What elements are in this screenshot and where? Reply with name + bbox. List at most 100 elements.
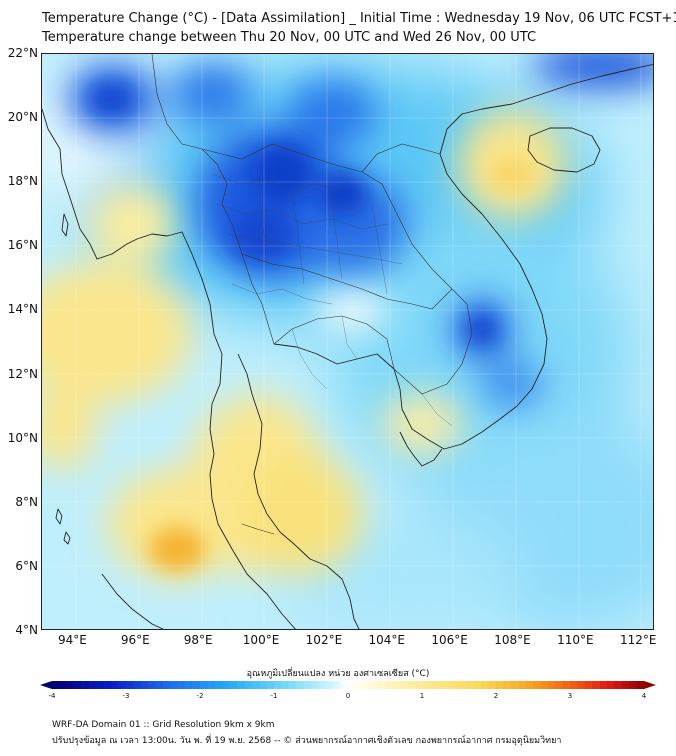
colorbar-cell xyxy=(629,681,637,689)
lat-label: 18°N xyxy=(7,174,38,189)
colorbar xyxy=(40,681,656,689)
colorbar-cell xyxy=(496,681,504,689)
colorbar-cell xyxy=(59,681,68,689)
colorbar-cell xyxy=(570,681,578,689)
colorbar-cell xyxy=(422,681,430,689)
temperature-change-map[interactable] xyxy=(41,53,654,630)
colorbar-tick-label: 4 xyxy=(641,692,647,700)
lat-label: 16°N xyxy=(7,238,38,253)
colorbar-cell xyxy=(200,681,208,689)
colorbar-cell xyxy=(503,681,512,689)
colorbar-cell xyxy=(473,681,482,689)
province-borders xyxy=(211,173,453,427)
lon-label: 100°E xyxy=(242,633,280,647)
colorbar-cell xyxy=(214,681,223,689)
colorbar-cell xyxy=(288,681,297,689)
colorbar-cell xyxy=(481,681,489,689)
colorbar-tick-label: -1 xyxy=(270,692,278,700)
colorbar-tick-label: 0 xyxy=(345,692,351,700)
colorbar-cell xyxy=(518,681,526,689)
lat-label: 14°N xyxy=(7,302,38,317)
lon-label: 96°E xyxy=(120,633,150,647)
colorbar-cell xyxy=(192,681,201,689)
lat-label: 8°N xyxy=(15,494,38,509)
colorbar-cell xyxy=(96,681,105,689)
colorbar-cell xyxy=(577,681,586,689)
colorbar-tick-label: 2 xyxy=(493,692,499,700)
lat-label: 20°N xyxy=(7,110,38,125)
lon-label: 110°E xyxy=(557,633,594,647)
lon-label: 106°E xyxy=(431,633,468,647)
footer-update-info: ปรับปรุงข้อมูล ณ เวลา 13:00น. วัน พ. ที่… xyxy=(52,736,562,746)
colorbar-cell xyxy=(103,681,112,689)
colorbar-cell xyxy=(333,681,341,689)
lat-label: 22°N xyxy=(7,46,38,60)
lon-label: 98°E xyxy=(183,633,213,647)
colorbar-cell xyxy=(599,681,608,689)
colorbar-cell xyxy=(111,681,119,689)
lat-label: 10°N xyxy=(7,430,38,445)
colorbar-max-arrow xyxy=(644,681,656,689)
colorbar-label: อุณหภูมิเปลี่ยนแปลง หน่วย องศาเซลเซียส (… xyxy=(246,669,430,679)
lon-label: 112°E xyxy=(620,633,657,647)
colorbar-tick-label: 1 xyxy=(419,692,425,700)
colorbar-cell xyxy=(555,681,563,689)
map-canvas xyxy=(42,54,653,629)
colorbar-cell xyxy=(377,681,386,689)
colorbar-cell xyxy=(177,681,186,689)
colorbar-cell xyxy=(303,681,312,689)
colorbar-cell xyxy=(370,681,378,689)
colorbar-cell xyxy=(89,681,97,689)
colorbar-cell xyxy=(533,681,541,689)
colorbar-cell xyxy=(155,681,164,689)
colorbar-cell xyxy=(148,681,156,689)
map-subtitle: Temperature change between Thu 20 Nov, 0… xyxy=(42,30,537,45)
colorbar-cell xyxy=(52,681,60,689)
lat-label: 6°N xyxy=(15,558,38,573)
colorbar-tick-label: -2 xyxy=(196,692,204,700)
colorbar-cell xyxy=(510,681,519,689)
colorbar-cell xyxy=(584,681,593,689)
colorbar-cell xyxy=(407,681,415,689)
colorbar-cell xyxy=(385,681,393,689)
field-cold-core xyxy=(92,84,497,344)
colorbar-cell xyxy=(185,681,193,689)
colorbar-cell xyxy=(607,681,615,689)
colorbar-cell xyxy=(636,681,645,689)
lon-label: 102°E xyxy=(305,633,343,647)
colorbar-cell xyxy=(281,681,290,689)
colorbar-cell xyxy=(592,681,600,689)
field-cold xyxy=(67,54,653,409)
colorbar-cell xyxy=(459,681,467,689)
colorbar-cell xyxy=(429,681,438,689)
colorbar-cell xyxy=(170,681,179,689)
lat-label: 12°N xyxy=(7,366,38,381)
colorbar-cell xyxy=(488,681,497,689)
colorbar-cell xyxy=(540,681,549,689)
colorbar-cell xyxy=(621,681,630,689)
colorbar-cell xyxy=(562,681,571,689)
coastlines xyxy=(42,63,653,629)
colorbar-cell xyxy=(318,681,327,689)
colorbar-cell xyxy=(355,681,364,689)
colorbar-cell xyxy=(392,681,401,689)
graticule xyxy=(42,54,653,629)
colorbar-cell xyxy=(547,681,556,689)
colorbar-cell xyxy=(614,681,623,689)
colorbar-cell xyxy=(81,681,90,689)
map-title: Temperature Change (°C) - [Data Assimila… xyxy=(42,11,676,26)
lat-label: 4°N xyxy=(15,623,38,637)
lon-label: 104°E xyxy=(368,633,406,647)
colorbar-cell xyxy=(251,681,260,689)
colorbar-cell xyxy=(444,681,452,689)
colorbar-cell xyxy=(266,681,275,689)
colorbar-cell xyxy=(296,681,304,689)
colorbar-cell xyxy=(348,681,356,689)
colorbar-cell xyxy=(274,681,282,689)
colorbar-cell xyxy=(466,681,475,689)
colorbar-cell xyxy=(74,681,82,689)
colorbar-cell xyxy=(340,681,349,689)
colorbar-cell xyxy=(222,681,230,689)
colorbar-cell xyxy=(229,681,238,689)
field-hot xyxy=(149,156,534,571)
